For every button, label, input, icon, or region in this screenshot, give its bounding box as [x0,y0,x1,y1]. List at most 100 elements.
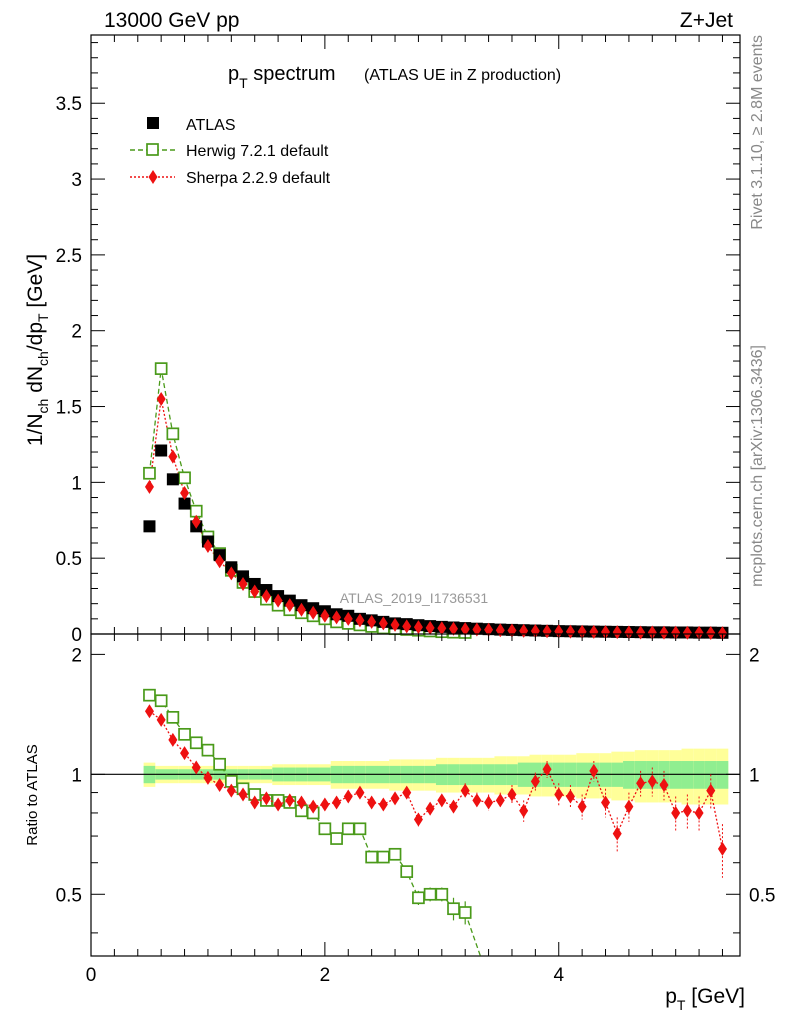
herwig-ratio-point [213,757,226,771]
sherpa-ratio-point [250,795,260,810]
herwig-ratio-point [447,902,460,916]
legend-marker-atlas [147,117,159,129]
sherpa-point [180,485,190,500]
herwig-ratio-point [412,891,425,905]
title-p: p [228,63,239,85]
sherpa-point [250,584,260,599]
herwig-ratio-point [189,736,203,750]
main-y-axis-title: 1/Nch dNch/dpT [GeV] [24,254,51,446]
sherpa-point [636,625,646,640]
main-y-tick-label: 0.5 [56,549,82,570]
sherpa-ratio-point [449,799,459,814]
sherpa-point [659,625,669,640]
ratio-y-tick-label: 0.5 [56,885,82,906]
atlas-point [248,577,261,590]
sherpa-ratio-point [507,787,517,802]
sherpa-ratio-point [238,787,248,802]
sherpa-point [343,611,353,626]
sherpa-ratio-point [226,783,236,798]
sherpa-point [589,624,599,639]
herwig-ratio-point [318,822,332,836]
sherpa-point [717,626,727,641]
main-y-tick-label: 1 [71,473,82,494]
sherpa-ratio-point [671,805,681,820]
herwig-ratio-point [400,865,414,878]
main-y-tick-label: 0 [71,625,82,646]
herwig-ratio-point [388,847,402,861]
sherpa-ratio-point [437,793,447,808]
sherpa-ratio-point [636,776,646,791]
ratio-plot-area: 0 2 4 0.5 0.5 1 1 2 2 [56,634,775,986]
sherpa-ratio-point [460,783,470,798]
sherpa-point [296,602,306,617]
sherpa-ratio-point [706,783,716,798]
sherpa-ratio-point [308,799,318,814]
sherpa-point [390,617,400,632]
sherpa-point [168,449,178,464]
sherpa-ratio-point [694,805,704,820]
sherpa-ratio-point [413,812,423,827]
main-y-tick-label: 3.5 [56,94,82,115]
sherpa-ratio-point [168,732,178,747]
sherpa-point [460,622,470,637]
sherpa-ratio-point [565,789,575,804]
ratio-y-tick-label-right: 1 [749,765,760,786]
sherpa-ratio-point [390,791,400,806]
herwig-ratio-point [178,727,191,741]
sherpa-point [355,613,365,628]
process-label: Z+Jet [680,9,733,32]
title-subscript: T [239,75,248,91]
legend: ATLAS Herwig 7.2.1 default Sherpa 2.2.9 … [130,117,331,187]
sherpa-point [542,624,552,639]
herwig-ratio-point [330,832,343,845]
sherpa-point [671,625,681,640]
sherpa-ratio-point [355,785,365,800]
sherpa-ratio-point [425,801,435,816]
sherpa-ratio-point [717,841,727,856]
sherpa-ratio-point [402,785,412,800]
atlas-point [143,520,156,533]
sherpa-ratio-point [273,797,283,812]
herwig-ratio-point [341,822,355,836]
herwig-ratio-point [376,850,390,864]
sherpa-ratio-line [149,710,724,850]
legend-marker-sherpa [148,170,158,184]
sherpa-point [694,625,704,640]
sherpa-ratio-point [530,774,540,789]
sherpa-ratio-point [495,793,505,808]
herwig-ratio-point [353,822,367,836]
sherpa-ratio-point [542,762,552,777]
sherpa-ratio-point [647,774,657,789]
main-y-tick-label: 1.5 [56,398,82,419]
sherpa-point [308,605,318,620]
main-y-tick-label: 3 [71,170,82,191]
sherpa-ratio-point [682,803,692,818]
sherpa-ratio-point [612,826,622,841]
atlas-point [166,473,179,486]
sherpa-point [378,616,388,631]
sherpa-point [601,625,611,640]
energy-label: 13000 GeV pp [104,9,239,32]
sherpa-point [647,625,657,640]
sherpa-ratio-point [624,799,634,814]
herwig-ratio-point [458,906,472,919]
sherpa-ratio-point [144,704,154,719]
sherpa-point [191,514,201,529]
main-y-tick-label: 2.5 [56,246,82,267]
herwig-point [166,427,180,441]
sherpa-point [215,554,225,569]
sherpa-point [402,619,412,634]
main-y-tick-label: 2 [71,322,82,343]
ratio-y-axis-title: Ratio to ATLAS [24,744,41,845]
analysis-watermark: ATLAS_2019_I1736531 [340,590,489,606]
sherpa-ratio-point [320,797,330,812]
sherpa-point [484,622,494,637]
sherpa-point [577,624,587,639]
herwig-ratio-point [154,694,168,708]
atlas-point [178,497,191,510]
herwig-ratio-point [435,887,449,901]
sherpa-point [285,598,295,613]
sherpa-point [226,566,236,581]
herwig-ratio-point [201,743,215,757]
